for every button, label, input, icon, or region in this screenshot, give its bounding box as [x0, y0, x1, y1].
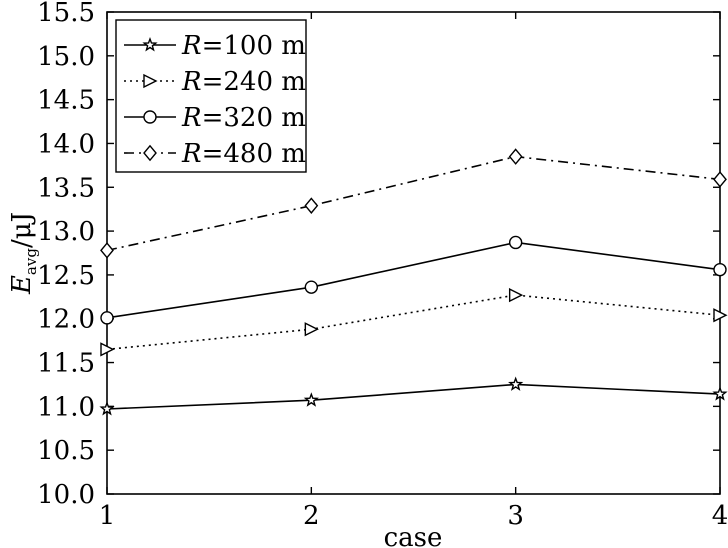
legend-label: R=100 m: [181, 31, 306, 61]
data-point: [508, 148, 523, 165]
series-line-4: [106, 155, 721, 252]
x-tick-label: 2: [303, 501, 320, 531]
data-point: [100, 242, 114, 259]
legend: R=100 m R=240 m R=320 m R=480 m: [115, 19, 307, 173]
data-point: [303, 392, 319, 407]
series-line-1: [106, 383, 721, 410]
data-point: [713, 308, 728, 323]
data-point: [713, 262, 727, 277]
data-point: [100, 342, 115, 357]
series-markers: [99, 148, 728, 416]
y-tick-label: 12.0: [37, 305, 95, 335]
legend-label: R=320 m: [181, 103, 306, 133]
y-tick-label: 10.0: [37, 480, 95, 510]
series-line-2: [106, 294, 721, 351]
data-point: [304, 322, 319, 337]
y-tick-label: 10.5: [37, 436, 95, 466]
y-tick-label: 13.0: [37, 217, 95, 247]
series-lines: [106, 155, 721, 410]
y-tick-label: 14.5: [37, 86, 95, 116]
y-tick-label: 12.5: [37, 261, 95, 291]
y-tick-label: 14.0: [37, 129, 95, 159]
legend-marker: [143, 110, 157, 124]
x-tick-label: 3: [507, 501, 524, 531]
data-point: [99, 400, 115, 416]
x-axis-title: case: [384, 523, 443, 548]
axis-ticks: 10.0 10.5 11.0 11.5 12.0 12.5 13.0 13.5 14.0 14.5…: [37, 0, 728, 531]
data-point: [712, 386, 728, 401]
data-point: [508, 376, 524, 391]
series-line-3: [106, 241, 721, 319]
data-point: [304, 197, 319, 214]
data-point: [304, 280, 319, 294]
y-tick-label: 11.5: [37, 349, 95, 379]
legend-label: R=480 m: [181, 139, 306, 169]
legend-marker: [143, 144, 157, 162]
legend-label: R=240 m: [181, 67, 306, 97]
data-point: [100, 311, 114, 325]
y-axis-title: Eavg/μJ: [7, 212, 40, 295]
y-tick-label: 13.5: [37, 173, 95, 203]
y-tick-label: 11.0: [37, 392, 95, 422]
data-point: [508, 287, 524, 303]
y-tick-label: 15.5: [37, 0, 95, 28]
data-point: [713, 171, 727, 188]
legend-marker: [143, 73, 158, 89]
data-point: [508, 235, 523, 250]
legend-marker: [142, 37, 158, 52]
x-tick-label: 4: [712, 501, 728, 531]
y-tick-label: 15.0: [37, 42, 95, 72]
x-tick-label: 1: [99, 501, 116, 531]
